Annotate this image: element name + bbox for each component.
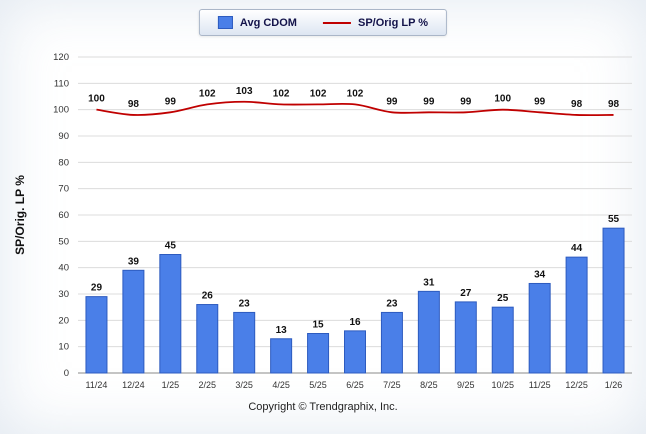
x-tick-label: 9/25 xyxy=(457,380,475,390)
x-tick-label: 1/26 xyxy=(605,380,623,390)
bar xyxy=(602,227,625,374)
y-tick-label: 30 xyxy=(58,289,69,300)
line-value-label: 98 xyxy=(128,99,140,110)
bar-value-label: 45 xyxy=(165,241,177,252)
line-value-label: 102 xyxy=(273,88,290,99)
bar xyxy=(417,290,440,374)
bar-value-label: 34 xyxy=(534,269,546,280)
bar xyxy=(528,282,551,374)
y-tick-label: 110 xyxy=(54,78,69,89)
x-tick-label: 6/25 xyxy=(346,380,364,390)
line-value-label: 99 xyxy=(534,96,546,107)
x-tick-label: 4/25 xyxy=(272,380,290,390)
x-tick-label: 12/25 xyxy=(565,380,588,390)
legend-item-sp-orig-lp: SP/Orig LP % xyxy=(322,16,429,29)
line-value-label: 102 xyxy=(199,88,216,99)
line-value-label: 99 xyxy=(165,96,177,107)
bar xyxy=(196,304,219,374)
bar xyxy=(380,311,403,374)
bar-value-label: 39 xyxy=(128,256,140,267)
legend-label-avg-cdom: Avg CDOM xyxy=(239,16,297,29)
line-value-label: 102 xyxy=(347,88,364,99)
bar-value-label: 26 xyxy=(202,291,214,302)
x-tick-label: 2/25 xyxy=(199,380,217,390)
y-tick-label: 50 xyxy=(58,236,69,247)
x-tick-label: 11/24 xyxy=(86,380,108,390)
bar xyxy=(159,254,182,374)
bar-value-label: 15 xyxy=(313,320,325,331)
y-tick-label: 120 xyxy=(53,52,69,63)
bar xyxy=(233,311,256,374)
bar xyxy=(270,338,293,374)
bar-value-label: 44 xyxy=(571,243,583,254)
y-tick-label: 60 xyxy=(58,210,69,221)
sp-orig-lp-line xyxy=(96,100,614,117)
bar xyxy=(85,296,108,374)
line-value-label: 102 xyxy=(310,88,327,99)
line-value-label: 100 xyxy=(494,94,511,105)
bar-value-label: 27 xyxy=(460,288,472,299)
copyright-text: Copyright © Trendgraphix, Inc. xyxy=(248,401,398,413)
bar-value-label: 55 xyxy=(608,214,620,225)
x-tick-label: 5/25 xyxy=(309,380,327,390)
bar-value-label: 13 xyxy=(276,325,288,336)
bar-series-swatch xyxy=(217,16,233,29)
x-tick-label: 3/25 xyxy=(235,380,253,390)
bar-value-label: 23 xyxy=(239,298,251,309)
y-tick-label: 70 xyxy=(58,184,69,195)
x-tick-label: 10/25 xyxy=(491,380,514,390)
y-tick-label: 40 xyxy=(58,263,69,274)
y-tick-label: 80 xyxy=(58,157,69,168)
bar-value-label: 31 xyxy=(423,277,435,288)
line-series-swatch xyxy=(322,21,351,24)
legend-label-sp-orig-lp: SP/Orig LP % xyxy=(357,16,429,29)
line-value-label: 100 xyxy=(88,94,105,105)
line-value-label: 99 xyxy=(423,96,435,107)
x-tick-label: 11/25 xyxy=(529,380,551,390)
x-tick-label: 1/25 xyxy=(162,380,180,390)
line-value-label: 99 xyxy=(386,96,398,107)
line-value-label: 98 xyxy=(571,99,583,110)
bar xyxy=(122,269,145,374)
bar xyxy=(491,306,514,374)
y-axis-label: SP/Orig. LP % xyxy=(13,175,27,255)
y-tick-label: 0 xyxy=(64,368,69,379)
bar xyxy=(565,256,588,374)
line-value-label: 98 xyxy=(608,99,620,110)
bar xyxy=(344,330,366,374)
chart-legend: Avg CDOM SP/Orig LP % xyxy=(198,9,448,36)
bar xyxy=(454,301,477,374)
y-tick-label: 10 xyxy=(58,342,69,353)
bar-value-label: 29 xyxy=(91,283,103,294)
y-tick-label: 90 xyxy=(58,131,69,142)
x-tick-label: 8/25 xyxy=(420,380,438,390)
bar-value-label: 25 xyxy=(497,293,509,304)
x-tick-label: 7/25 xyxy=(383,380,401,390)
line-value-label: 99 xyxy=(460,96,472,107)
bar xyxy=(307,333,330,374)
line-value-label: 103 xyxy=(236,86,253,97)
x-tick-label: 12/24 xyxy=(122,380,145,390)
y-tick-label: 100 xyxy=(53,105,69,116)
bar-value-label: 23 xyxy=(386,298,398,309)
y-tick-label: 20 xyxy=(58,315,69,326)
legend-item-avg-cdom: Avg CDOM xyxy=(217,16,297,29)
bar-value-label: 16 xyxy=(349,317,361,328)
